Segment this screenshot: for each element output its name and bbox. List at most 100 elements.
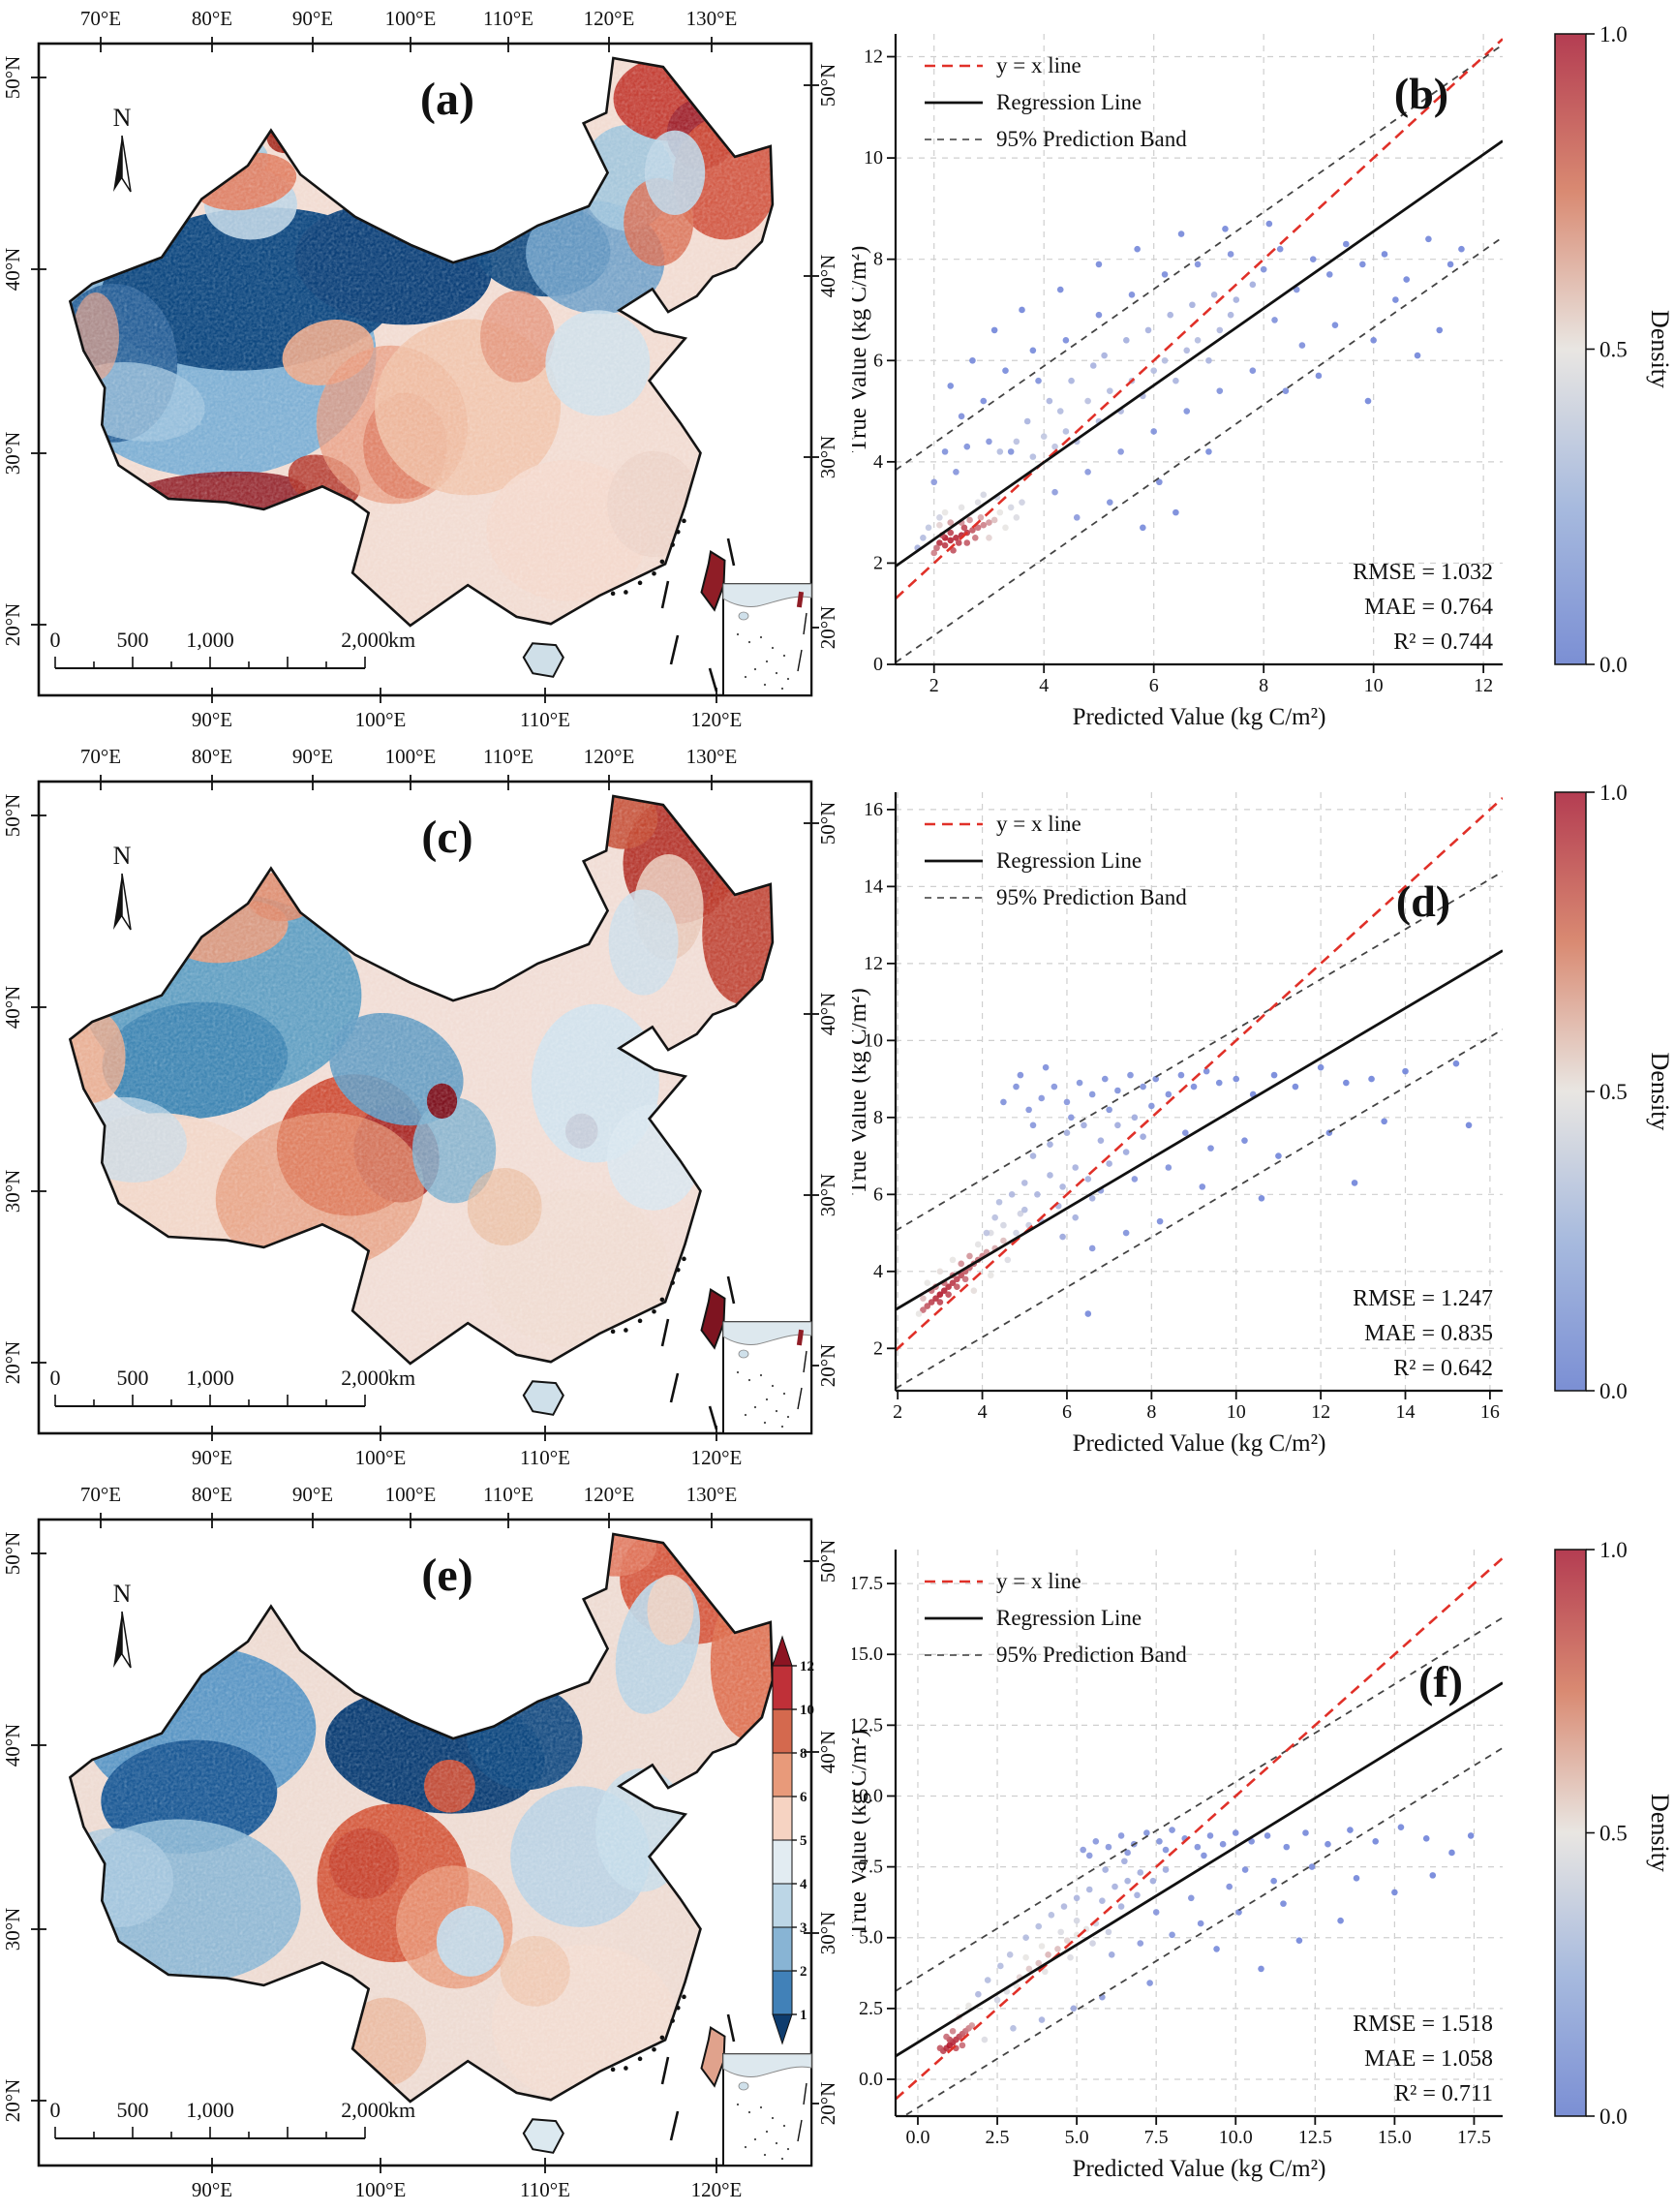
identity-line bbox=[896, 38, 1503, 599]
hainan-island bbox=[522, 642, 564, 678]
svg-text:50°N: 50°N bbox=[816, 802, 839, 845]
scatter-chart-(d): 2 4 6 8 10 12 14 16 2 4 6 8 10 12 14 16 Predicted Value … bbox=[845, 792, 1503, 1457]
svg-text:30°N: 30°N bbox=[1, 432, 24, 476]
svg-text:y = x line: y = x line bbox=[996, 53, 1081, 77]
svg-text:y = x line: y = x line bbox=[996, 812, 1081, 836]
svg-text:40°N: 40°N bbox=[1, 248, 24, 292]
svg-text:MAE = 0.764: MAE = 0.764 bbox=[1364, 595, 1493, 620]
svg-text:110°E: 110°E bbox=[520, 1446, 570, 1469]
svg-text:8: 8 bbox=[800, 1746, 807, 1762]
stats-text: RMSE = 1.518 MAE = 1.058 R² = 0.711 bbox=[1353, 2012, 1493, 2106]
svg-text:130°E: 130°E bbox=[686, 1483, 738, 1506]
china-raster bbox=[68, 794, 775, 1416]
north-arrow: N bbox=[113, 104, 132, 193]
legend: y = x line Regression Line 95% Prediction … bbox=[925, 53, 1187, 151]
svg-text:130°E: 130°E bbox=[686, 7, 738, 30]
svg-text:5: 5 bbox=[800, 1833, 807, 1849]
svg-text:Predicted Value (kg C/m²): Predicted Value (kg C/m²) bbox=[1073, 1430, 1326, 1457]
svg-text:95% Prediction Band: 95% Prediction Band bbox=[996, 127, 1187, 151]
svg-text:16: 16 bbox=[864, 799, 883, 820]
svg-text:4: 4 bbox=[1039, 675, 1049, 696]
south-china-sea-inset bbox=[722, 1321, 812, 1434]
svg-text:30°N: 30°N bbox=[816, 436, 839, 479]
svg-text:130°E: 130°E bbox=[686, 745, 738, 768]
map-frame bbox=[37, 42, 813, 697]
svg-text:40°N: 40°N bbox=[816, 1731, 839, 1774]
svg-text:2,000: 2,000 bbox=[341, 1366, 389, 1390]
svg-text:12: 12 bbox=[864, 46, 883, 68]
svg-text:20°N: 20°N bbox=[1, 1341, 24, 1385]
map-axes: 70°E 80°E 90°E 100°E 110°E 120°E 130°E 90°E 100°… bbox=[1, 745, 839, 1469]
svg-text:100°E: 100°E bbox=[385, 745, 437, 768]
svg-text:10: 10 bbox=[1364, 675, 1384, 696]
svg-text:4: 4 bbox=[978, 1401, 988, 1423]
identity-line bbox=[896, 1556, 1503, 2101]
svg-text:Predicted Value (kg C/m²): Predicted Value (kg C/m²) bbox=[1073, 2156, 1326, 2182]
svg-text:80°E: 80°E bbox=[192, 1483, 232, 1506]
svg-text:0: 0 bbox=[50, 2098, 61, 2122]
svg-text:R² = 0.642: R² = 0.642 bbox=[1393, 1356, 1493, 1381]
svg-text:90°E: 90°E bbox=[292, 7, 333, 30]
svg-text:2.5: 2.5 bbox=[859, 1998, 883, 2019]
svg-text:20°N: 20°N bbox=[1, 603, 24, 647]
svg-text:0.5: 0.5 bbox=[1599, 1822, 1628, 1846]
svg-text:MAE = 1.058: MAE = 1.058 bbox=[1364, 2046, 1493, 2072]
grid bbox=[896, 1550, 1503, 2116]
svg-text:120°E: 120°E bbox=[584, 745, 635, 768]
svg-text:500: 500 bbox=[117, 1366, 149, 1390]
svg-text:120°E: 120°E bbox=[584, 1483, 635, 1506]
map-panel-c: 70°E 80°E 90°E 100°E 110°E 120°E 130°E 90°E 100°… bbox=[0, 738, 852, 1476]
svg-text:0.0: 0.0 bbox=[905, 2127, 929, 2148]
panel-label: (e) bbox=[421, 1550, 472, 1601]
svg-text:90°E: 90°E bbox=[292, 1483, 333, 1506]
svg-text:30°N: 30°N bbox=[1, 1908, 24, 1951]
stats-text: RMSE = 1.247 MAE = 0.835 R² = 0.642 bbox=[1353, 1286, 1493, 1381]
svg-text:15.0: 15.0 bbox=[1378, 2127, 1412, 2148]
svg-text:40°N: 40°N bbox=[1, 986, 24, 1029]
svg-text:1,000: 1,000 bbox=[186, 2098, 234, 2122]
svg-text:95% Prediction Band: 95% Prediction Band bbox=[996, 1643, 1187, 1667]
legend: y = x line Regression Line 95% Prediction … bbox=[925, 812, 1187, 909]
svg-text:(d): (d) bbox=[1396, 876, 1450, 926]
hainan-island bbox=[522, 1380, 564, 1416]
svg-text:y = x line: y = x line bbox=[996, 1569, 1081, 1593]
svg-text:R² = 0.744: R² = 0.744 bbox=[1393, 630, 1493, 655]
china-raster bbox=[68, 1532, 775, 2154]
svg-text:0.0: 0.0 bbox=[1599, 1379, 1628, 1403]
south-china-sea-inset bbox=[722, 2053, 812, 2166]
svg-text:50°N: 50°N bbox=[1, 56, 24, 100]
svg-text:90°E: 90°E bbox=[192, 1446, 232, 1469]
china-outline bbox=[68, 1532, 775, 2104]
svg-text:70°E: 70°E bbox=[80, 1483, 121, 1506]
svg-text:12.5: 12.5 bbox=[852, 1714, 883, 1736]
svg-text:2: 2 bbox=[893, 1401, 902, 1423]
svg-text:70°E: 70°E bbox=[80, 7, 121, 30]
svg-text:km: km bbox=[388, 628, 415, 652]
svg-text:0: 0 bbox=[50, 1366, 61, 1390]
svg-text:100°E: 100°E bbox=[385, 7, 437, 30]
svg-text:2: 2 bbox=[873, 1337, 883, 1359]
svg-text:RMSE = 1.518: RMSE = 1.518 bbox=[1353, 2012, 1493, 2037]
axes: 0.0 2.5 5.0 7.5 10.0 12.5 15.0 17.5 0.0 2.5 5.0 7.5… bbox=[845, 1550, 1503, 2182]
svg-text:2: 2 bbox=[800, 1964, 807, 1980]
svg-text:50°N: 50°N bbox=[1, 1532, 24, 1576]
svg-text:6: 6 bbox=[1062, 1401, 1072, 1423]
svg-text:R² = 0.711: R² = 0.711 bbox=[1394, 2081, 1493, 2106]
svg-text:14: 14 bbox=[1396, 1401, 1416, 1423]
svg-text:120°E: 120°E bbox=[691, 708, 743, 731]
svg-text:110°E: 110°E bbox=[520, 708, 570, 731]
svg-text:Density: Density bbox=[1646, 310, 1674, 388]
svg-text:12: 12 bbox=[800, 1659, 814, 1674]
svg-text:RMSE = 1.247: RMSE = 1.247 bbox=[1353, 1286, 1493, 1311]
scatter-chart-(b): 2 4 6 8 10 12 0 2 4 6 8 10 12 Predicted Value (kg C/m… bbox=[845, 34, 1503, 730]
svg-text:8: 8 bbox=[1259, 675, 1268, 696]
china-map-(c): 70°E 80°E 90°E 100°E 110°E 120°E 130°E 90°E 100°… bbox=[1, 745, 839, 1469]
density-colorbar-d: 1.0 0.5 0.0 Density bbox=[1530, 738, 1675, 1476]
map-frame bbox=[37, 1518, 813, 2167]
svg-text:10: 10 bbox=[800, 1703, 814, 1718]
svg-text:110°E: 110°E bbox=[483, 7, 533, 30]
hainan-island bbox=[522, 2118, 564, 2154]
svg-text:km: km bbox=[388, 1366, 415, 1390]
svg-text:8: 8 bbox=[873, 1107, 883, 1128]
